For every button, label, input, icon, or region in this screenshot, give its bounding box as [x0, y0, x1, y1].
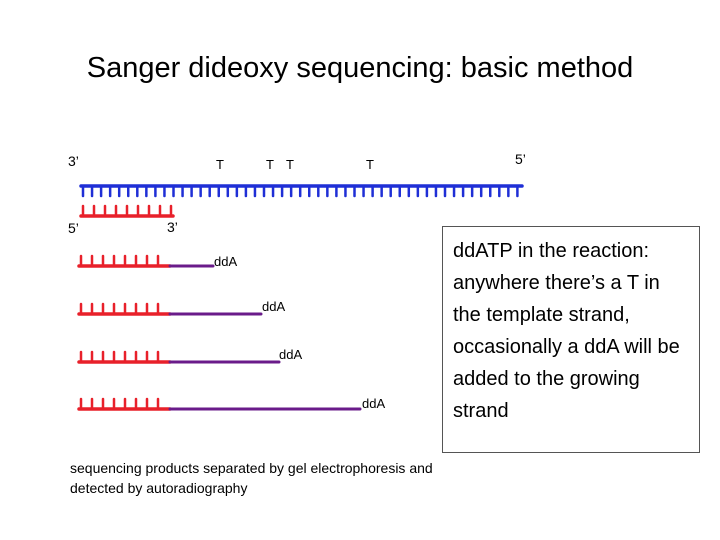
- explanation-text: ddATP in the reaction: anywhere there’s …: [453, 240, 680, 422]
- template-base-t: T: [286, 157, 294, 172]
- sequencing-product: [77, 254, 215, 268]
- sequencing-products: [77, 254, 362, 411]
- primer-strand: [79, 204, 175, 218]
- product-ddA-label: ddA: [362, 396, 386, 411]
- sequencing-product: [77, 397, 362, 411]
- primer-5prime-label: 5’: [68, 220, 79, 236]
- template-base-t: T: [216, 157, 224, 172]
- product-ddA-label: ddA: [262, 299, 286, 314]
- template-3prime-label: 3’: [68, 153, 79, 169]
- primer-3prime-label: 3’: [167, 219, 178, 235]
- template-base-t: T: [266, 157, 274, 172]
- sequencing-product: [77, 302, 263, 316]
- sequencing-product: [77, 350, 281, 364]
- template-5prime-label: 5’: [515, 151, 526, 167]
- page-title: Sanger dideoxy sequencing: basic method: [86, 52, 634, 84]
- template-base-t: T: [366, 157, 374, 172]
- product-ddA-label: ddA: [214, 254, 238, 269]
- caption: sequencing products separated by gel ele…: [70, 460, 433, 497]
- product-ddA-label: ddA: [279, 347, 303, 362]
- explanation-box: ddATP in the reaction: anywhere there’s …: [442, 226, 700, 453]
- template-strand: [79, 184, 524, 198]
